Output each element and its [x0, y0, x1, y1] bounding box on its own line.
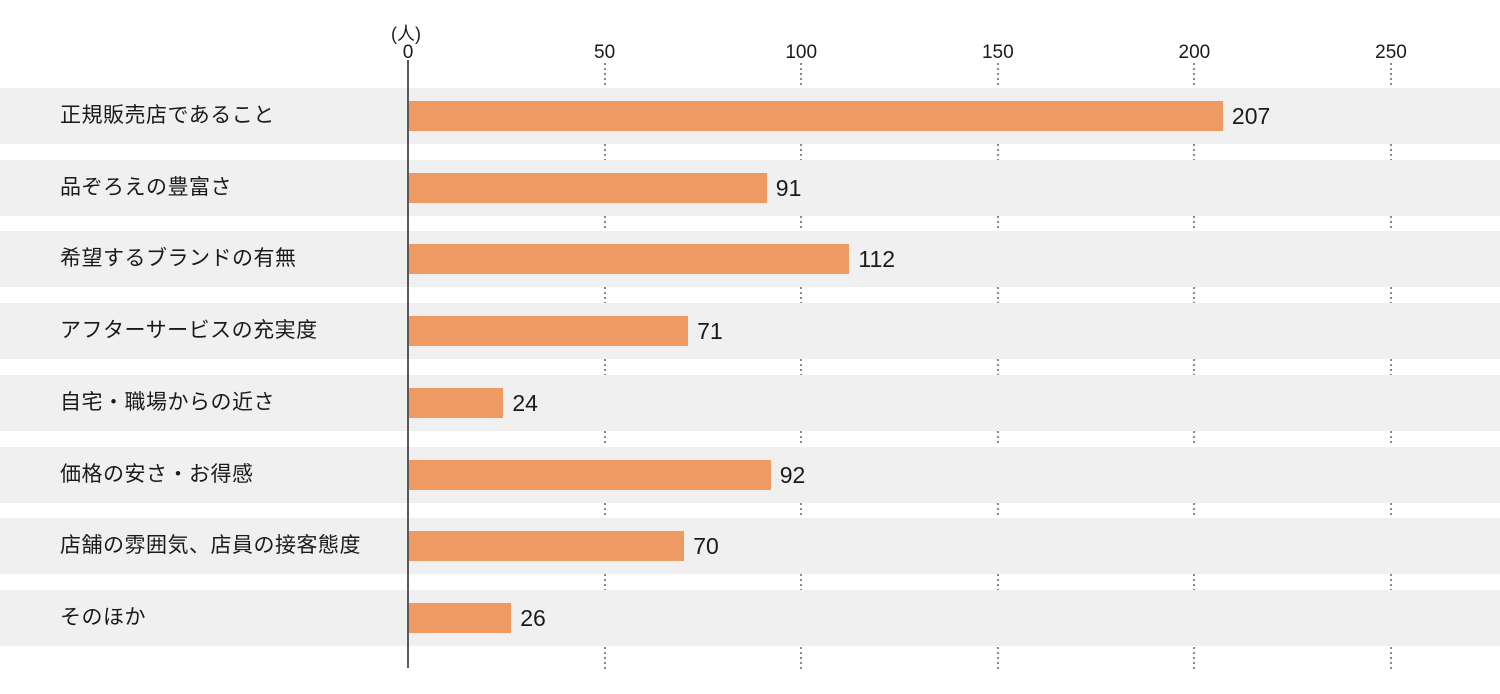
bar-value-label: 26 — [520, 604, 546, 631]
bar-value-label: 71 — [697, 318, 723, 345]
category-label: 価格の安さ・お得感 — [60, 462, 254, 486]
bar-value-label: 92 — [779, 461, 806, 488]
gridline-dot-segment — [1193, 430, 1196, 447]
row-stripe — [0, 374, 1500, 431]
gridline-dot-segment — [1390, 430, 1392, 447]
category-label: 自宅・職場からの近さ — [60, 390, 275, 414]
row-stripe — [0, 303, 1500, 360]
gridline-dot-segment — [996, 502, 999, 519]
bar-value-label: 112 — [858, 246, 896, 273]
bar-1 — [409, 101, 1223, 131]
bar-value-label: 91 — [775, 174, 802, 201]
row-stripe — [0, 518, 1500, 575]
gridline-dot-segment — [800, 144, 803, 160]
gridline-dot-segment — [996, 215, 999, 232]
gridline-dot-segment — [1193, 287, 1196, 304]
gridline-dot-segment — [1390, 502, 1392, 519]
gridline-dot-segment — [1390, 574, 1392, 590]
gridline-dot-segment — [800, 430, 803, 447]
gridline-dot-segment — [800, 502, 803, 519]
axis-unit-label: (人) — [391, 24, 421, 44]
gridline-dot-segment — [1193, 144, 1196, 160]
category-label: 品ぞろえの豊富さ — [60, 175, 232, 199]
gridline-dot-segment — [800, 215, 803, 232]
category-label: 店舗の雰囲気、店員の接客態度 — [60, 534, 361, 558]
x-tick-0: 0 — [402, 42, 414, 63]
gridline-dot-segment — [800, 574, 803, 590]
x-tick-250: 250 — [1375, 42, 1407, 63]
bar-2 — [409, 172, 767, 203]
gridline-dot-segment — [603, 359, 606, 375]
gridline-dot-segment — [603, 430, 606, 447]
gridline-dot-segment — [996, 144, 999, 160]
gridline-dot-segment — [603, 287, 606, 304]
gridline-dot-segment — [800, 287, 803, 304]
x-tick-150: 150 — [981, 42, 1014, 63]
row-stripe — [0, 589, 1500, 646]
gridline-dot-segment — [1193, 215, 1196, 232]
gridline-dot-segment — [1390, 144, 1392, 160]
category-label: 正規販売店であること — [60, 104, 275, 127]
gridline-dot-segment — [603, 63, 606, 86]
bar-3 — [409, 244, 850, 275]
gridline-dot-segment — [800, 359, 803, 375]
gridline-dot-segment — [603, 502, 606, 519]
gridline-dot-segment — [996, 574, 999, 590]
bar-value-label: 207 — [1231, 103, 1271, 129]
gridline-dot-segment — [1193, 574, 1196, 590]
x-tick-200: 200 — [1178, 42, 1211, 63]
bar-6 — [409, 459, 771, 490]
x-tick-50: 50 — [594, 42, 616, 63]
bar-7 — [409, 531, 685, 562]
gridline-dot-segment — [1193, 63, 1196, 86]
category-label: アフターサービスの充実度 — [60, 319, 318, 343]
gridline-dot-segment — [1390, 359, 1392, 375]
gridline-dot-segment — [1193, 359, 1196, 375]
gridline-dot-segment — [1390, 215, 1392, 232]
bar-8 — [409, 602, 512, 633]
category-label: 希望するブランドの有無 — [60, 247, 297, 271]
bar-5 — [409, 387, 504, 418]
x-tick-100: 100 — [785, 42, 818, 63]
gridline-dot-segment — [603, 646, 606, 669]
bar-value-label: 70 — [693, 533, 719, 560]
gridline-dot-segment — [1193, 502, 1196, 519]
gridline-dot-segment — [800, 646, 803, 669]
y-axis-baseline — [407, 60, 409, 668]
gridline-dot-segment — [1390, 63, 1392, 86]
gridline-dot-segment — [1390, 646, 1392, 669]
gridline-dot-segment — [1390, 287, 1392, 304]
gridline-dot-segment — [996, 430, 999, 447]
gridline-dot-segment — [800, 63, 803, 86]
gridline-dot-segment — [1193, 646, 1196, 669]
bar-value-label: 24 — [512, 389, 538, 416]
gridline-dot-segment — [996, 359, 999, 375]
bar-4 — [409, 316, 689, 347]
gridline-dot-segment — [996, 287, 999, 304]
gridline-dot-segment — [603, 574, 606, 590]
gridline-dot-segment — [603, 215, 606, 232]
gridline-dot-segment — [996, 646, 999, 669]
category-label: そのほか — [60, 605, 146, 629]
gridline-dot-segment — [603, 144, 606, 160]
gridline-dot-segment — [996, 63, 999, 86]
